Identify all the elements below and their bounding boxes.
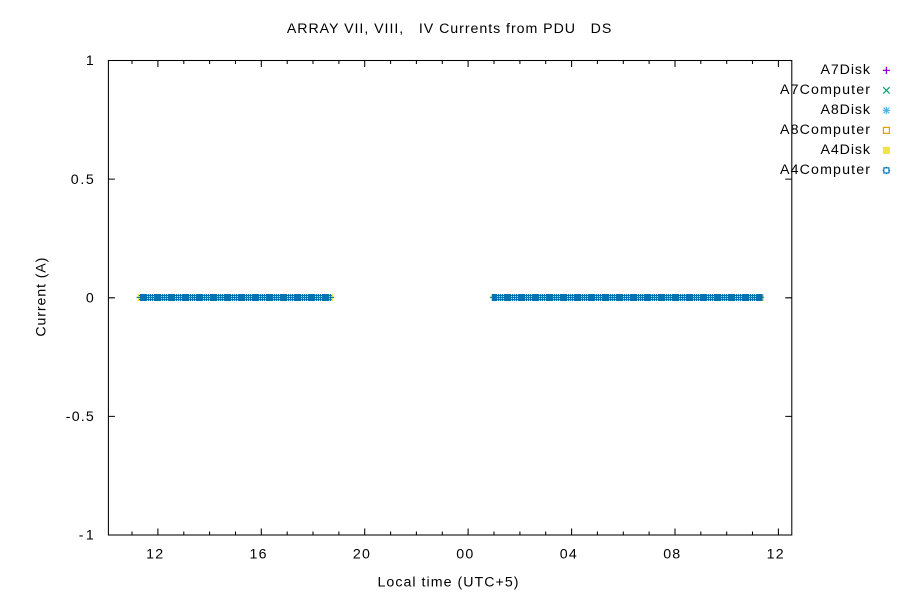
svg-text:Local time (UTC+5): Local time (UTC+5)	[378, 575, 519, 591]
svg-text:A7Computer: A7Computer	[780, 82, 870, 98]
svg-text:0: 0	[86, 290, 94, 306]
svg-text:A4Computer: A4Computer	[780, 162, 870, 178]
svg-text:0.5: 0.5	[71, 172, 94, 188]
svg-text:12: 12	[146, 547, 163, 563]
svg-text:A8Computer: A8Computer	[780, 122, 870, 138]
svg-text:04: 04	[560, 547, 577, 563]
svg-text:1: 1	[86, 53, 94, 69]
svg-text:-0.5: -0.5	[66, 409, 94, 425]
svg-text:08: 08	[663, 547, 680, 563]
svg-text:-1: -1	[79, 528, 94, 544]
svg-text:A7Disk: A7Disk	[821, 62, 871, 78]
svg-text:Current (A): Current (A)	[34, 258, 50, 337]
svg-text:12: 12	[767, 547, 784, 563]
svg-text:A8Disk: A8Disk	[821, 102, 871, 118]
svg-text:00: 00	[456, 547, 473, 563]
svg-text:16: 16	[250, 547, 267, 563]
svg-text:ARRAY VII, VIII, IV Currents: ARRAY VII, VIII, IV Currents from PDU DS	[287, 21, 611, 37]
svg-text:20: 20	[353, 547, 370, 563]
svg-text:A4Disk: A4Disk	[821, 142, 871, 158]
